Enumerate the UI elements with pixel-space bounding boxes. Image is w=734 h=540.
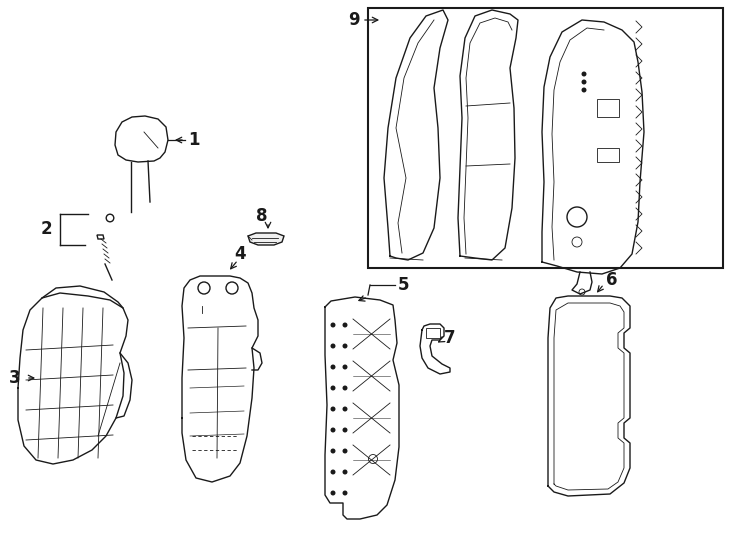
Text: 4: 4 [234, 245, 246, 263]
Circle shape [330, 490, 335, 496]
Text: 5: 5 [398, 276, 410, 294]
Bar [426, 328, 440, 338]
Circle shape [343, 364, 347, 369]
Circle shape [343, 322, 347, 327]
Circle shape [343, 343, 347, 348]
Circle shape [330, 343, 335, 348]
Bar [597, 148, 619, 162]
Circle shape [330, 322, 335, 327]
Bar [368, 8, 723, 268]
Text: 2: 2 [40, 220, 52, 239]
Circle shape [343, 428, 347, 433]
Polygon shape [248, 233, 284, 245]
Circle shape [343, 407, 347, 411]
Text: 3: 3 [8, 369, 20, 387]
Text: 6: 6 [606, 271, 617, 289]
Text: 7: 7 [444, 329, 456, 347]
Circle shape [581, 87, 586, 92]
Text: 8: 8 [256, 207, 268, 225]
Circle shape [343, 386, 347, 390]
Circle shape [330, 364, 335, 369]
Circle shape [330, 386, 335, 390]
Circle shape [330, 449, 335, 454]
Circle shape [330, 469, 335, 475]
Circle shape [343, 469, 347, 475]
Text: 9: 9 [349, 11, 360, 29]
Text: 1: 1 [188, 131, 200, 149]
Bar [597, 99, 619, 117]
Circle shape [343, 449, 347, 454]
Circle shape [581, 79, 586, 84]
Circle shape [343, 490, 347, 496]
Circle shape [330, 428, 335, 433]
Circle shape [581, 71, 586, 77]
Circle shape [330, 407, 335, 411]
